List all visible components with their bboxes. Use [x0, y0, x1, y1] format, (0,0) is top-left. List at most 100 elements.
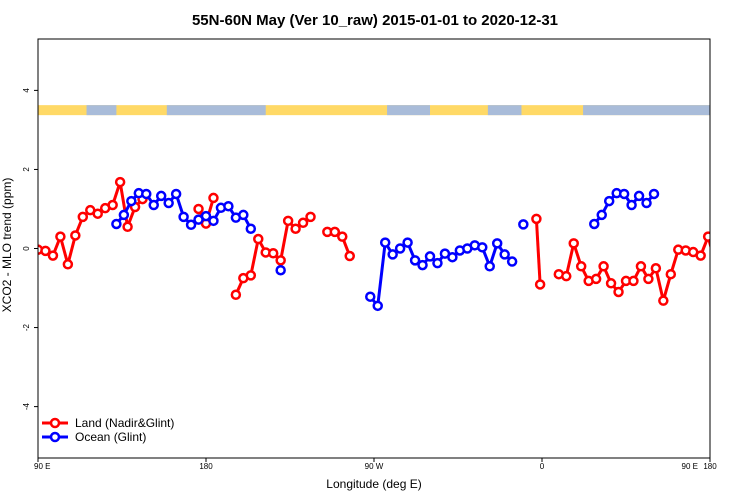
strip-band-land: [487, 105, 522, 116]
data-point: [499, 249, 510, 260]
data-point: [107, 199, 118, 211]
y-axis-label: XCO2 - MLO trend (ppm): [0, 178, 14, 313]
x-axis-label: Longitude (deg E): [326, 477, 421, 491]
data-point: [633, 190, 645, 202]
x-tick-label: 90 E: [34, 462, 50, 471]
data-point: [635, 261, 647, 272]
data-point: [141, 188, 152, 200]
data-point: [193, 203, 204, 215]
data-point: [122, 221, 133, 233]
data-point: [290, 223, 301, 234]
data-point: [230, 289, 242, 300]
data-point: [62, 259, 74, 270]
data-point: [55, 231, 66, 242]
data-point: [387, 249, 398, 260]
data-point: [598, 261, 609, 272]
data-point: [575, 261, 587, 272]
data-point: [114, 176, 126, 188]
data-point: [282, 215, 294, 227]
data-point: [92, 208, 103, 219]
data-point: [253, 233, 264, 245]
y-tick-label: 2: [22, 167, 31, 172]
data-point: [394, 243, 406, 254]
plot-area: [38, 176, 710, 312]
data-point: [47, 250, 59, 261]
data-point: [111, 218, 122, 230]
y-tick-label: 0: [22, 246, 31, 251]
data-point: [148, 199, 159, 211]
x-tick-label: 90 E: [682, 462, 698, 471]
y-axis: -4 -2 0 2 4: [22, 88, 38, 411]
data-point: [477, 242, 488, 253]
data-point: [641, 197, 652, 209]
data-point: [491, 238, 503, 249]
data-point: [650, 263, 662, 274]
data-point: [200, 210, 212, 222]
series-ocean: [111, 187, 660, 312]
data-point: [185, 219, 197, 231]
data-point: [163, 197, 174, 209]
data-point: [484, 261, 495, 272]
data-point: [126, 195, 137, 207]
data-point: [590, 273, 602, 285]
legend-ocean-marker: [49, 431, 61, 443]
data-point: [432, 257, 443, 269]
data-point: [447, 251, 458, 263]
data-point: [208, 215, 219, 227]
data-point: [372, 300, 383, 312]
x-tick-label: 180: [199, 462, 213, 471]
data-point: [40, 245, 51, 257]
y-tick-label: -2: [22, 323, 31, 331]
data-point: [238, 209, 249, 221]
data-point: [155, 190, 167, 202]
data-point: [70, 230, 81, 241]
data-point: [245, 223, 257, 234]
data-point: [170, 188, 182, 200]
data-point: [702, 231, 710, 242]
data-point: [531, 213, 542, 225]
legend-land-label: Land (Nadir&Glint): [75, 416, 174, 430]
data-point: [178, 211, 189, 223]
data-point: [643, 273, 654, 285]
data-point: [417, 259, 428, 271]
data-point: [561, 270, 572, 282]
legend-ocean-label: Ocean (Glint): [75, 430, 146, 444]
x-tick-label: 0: [540, 462, 545, 471]
data-point: [628, 275, 639, 287]
data-point: [568, 238, 579, 249]
data-point: [297, 217, 309, 229]
series-line-segment: [534, 218, 542, 285]
data-point: [596, 209, 607, 221]
data-point: [275, 255, 286, 266]
data-point: [589, 218, 600, 230]
data-point: [648, 188, 660, 200]
strip-band-land: [166, 105, 266, 116]
data-point: [665, 268, 677, 280]
chart-title: 55N-60N May (Ver 10_raw) 2015-01-01 to 2…: [192, 12, 558, 29]
strip-bands: [38, 105, 710, 116]
data-point: [605, 278, 617, 289]
data-point: [658, 295, 669, 306]
data-point: [77, 211, 89, 223]
y-tick-label: 4: [22, 88, 31, 93]
data-point: [379, 237, 391, 248]
data-point: [518, 219, 529, 230]
data-point: [409, 255, 421, 266]
data-point: [329, 226, 341, 238]
y-tick-label: -4: [22, 403, 31, 411]
data-point: [267, 247, 279, 259]
data-point: [305, 211, 316, 223]
x-axis: 90 E 180 90 W 0 90 E 180: [34, 458, 717, 471]
data-point: [695, 250, 706, 261]
strip-band-land: [86, 105, 117, 116]
data-point: [208, 192, 219, 204]
data-point: [534, 279, 546, 290]
data-point: [618, 188, 630, 200]
data-point: [337, 231, 348, 242]
data-point: [402, 237, 413, 248]
strip-band-land: [583, 105, 710, 116]
data-point: [365, 291, 376, 302]
data-point: [603, 195, 615, 207]
